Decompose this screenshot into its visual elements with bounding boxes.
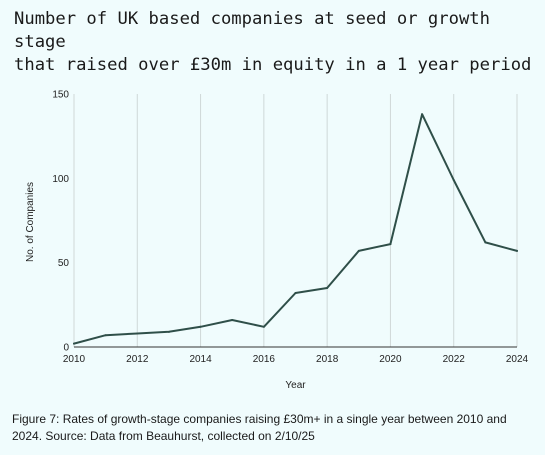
data-point <box>421 113 424 116</box>
data-point <box>389 243 392 246</box>
data-point <box>357 249 360 252</box>
figure-caption: Figure 7: Rates of growth-stage companie… <box>12 412 507 443</box>
data-point <box>73 342 75 345</box>
x-tick-label: 2020 <box>379 354 402 365</box>
data-point <box>231 319 234 322</box>
y-tick-label: 100 <box>52 174 69 185</box>
x-tick-label: 2024 <box>506 354 529 365</box>
x-axis-ticks: 2010 2012 2014 2016 2018 2020 2022 2024 <box>63 354 529 365</box>
data-point <box>199 325 202 328</box>
data-point <box>262 325 265 328</box>
data-point <box>136 332 139 335</box>
grid-lines <box>73 94 518 347</box>
y-axis-title: No. of Companies <box>25 182 36 262</box>
chart-title: Number of UK based companies at seed or … <box>14 9 532 75</box>
series-line <box>73 113 518 345</box>
data-point <box>294 292 297 295</box>
data-point <box>326 286 329 289</box>
y-tick-label: 50 <box>58 258 70 269</box>
data-point <box>104 334 107 337</box>
x-tick-label: 2016 <box>253 354 276 365</box>
data-point <box>167 330 170 333</box>
x-tick-label: 2014 <box>189 354 212 365</box>
series-layer <box>73 113 518 345</box>
data-point <box>452 179 455 182</box>
y-tick-label: 150 <box>52 90 69 101</box>
x-axis-title: Year <box>285 380 306 391</box>
data-point <box>484 241 487 244</box>
x-tick-label: 2012 <box>126 354 149 365</box>
data-point <box>516 249 518 252</box>
y-tick-label: 0 <box>63 343 69 354</box>
x-tick-label: 2022 <box>443 354 466 365</box>
x-tick-label: 2010 <box>63 354 86 365</box>
y-axis-ticks: 0 50 100 150 <box>52 90 69 354</box>
x-tick-label: 2018 <box>316 354 339 365</box>
